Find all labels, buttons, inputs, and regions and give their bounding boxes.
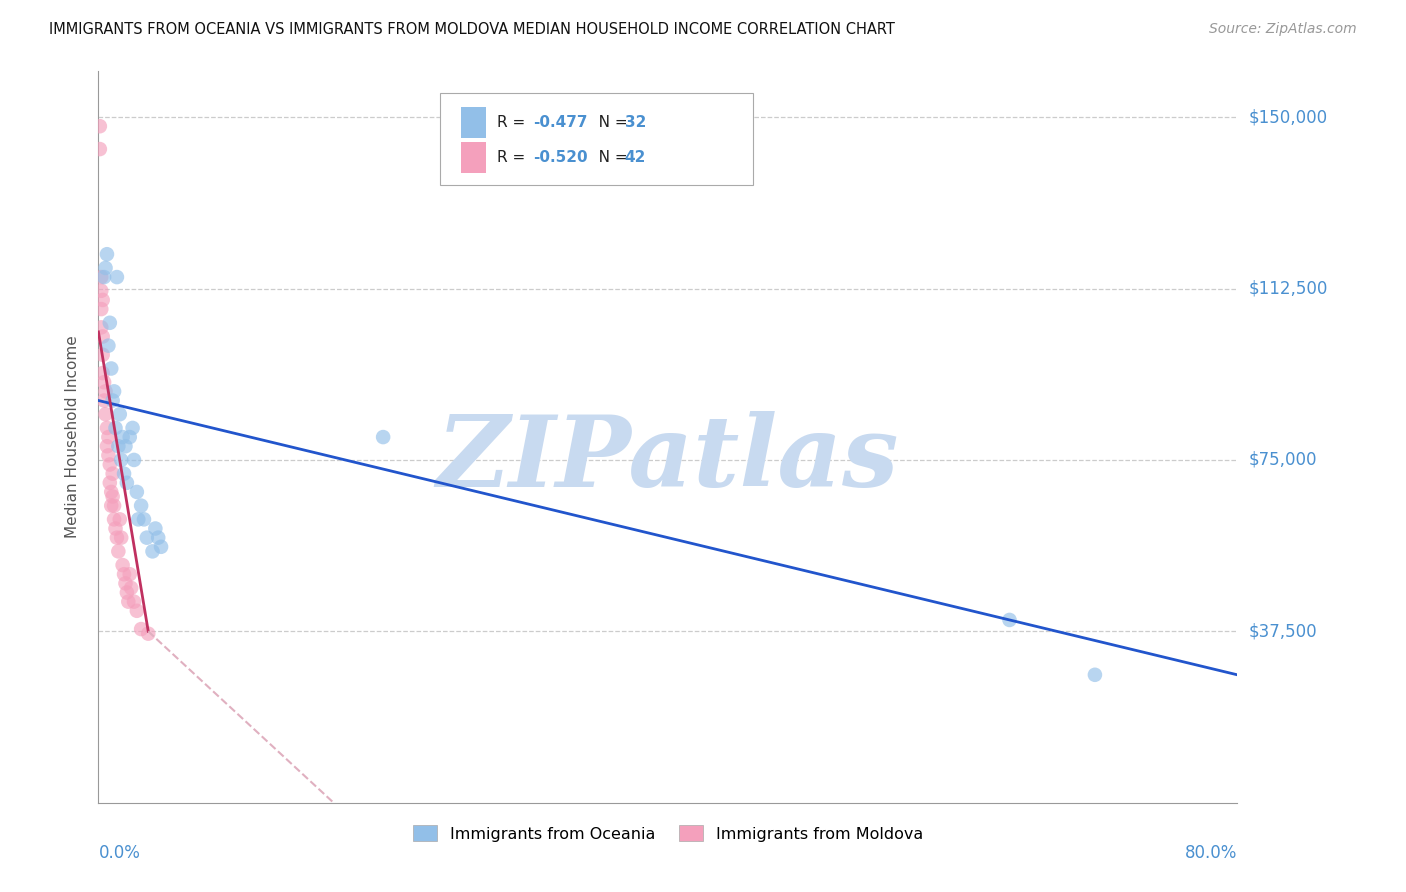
Text: $75,000: $75,000 [1249, 451, 1317, 469]
Point [91, 348, 114, 362]
Point [114, 439, 136, 453]
Point [94, 407, 117, 421]
Point [100, 484, 122, 499]
Point [94, 384, 117, 399]
Point [145, 521, 167, 535]
Text: -0.520: -0.520 [533, 150, 588, 165]
Point [104, 421, 127, 435]
Point [108, 512, 131, 526]
Point [125, 604, 148, 618]
Point [112, 567, 135, 582]
Point [101, 490, 124, 504]
Point [110, 531, 132, 545]
Point [125, 484, 148, 499]
Point [90, 284, 112, 298]
Point [141, 544, 163, 558]
Point [101, 393, 124, 408]
Point [111, 558, 134, 573]
Text: 42: 42 [624, 150, 645, 165]
Point [115, 475, 138, 490]
Point [97, 448, 120, 462]
Point [90, 270, 112, 285]
Point [97, 338, 120, 352]
Point [150, 540, 173, 554]
Point [148, 531, 170, 545]
Point [96, 439, 118, 453]
Point [107, 544, 129, 558]
FancyBboxPatch shape [461, 142, 485, 173]
Point [93, 375, 115, 389]
Point [111, 430, 134, 444]
Point [132, 512, 155, 526]
Point [127, 512, 149, 526]
Text: Source: ZipAtlas.com: Source: ZipAtlas.com [1209, 22, 1357, 37]
Text: $37,500: $37,500 [1249, 623, 1317, 640]
Point [105, 531, 128, 545]
Point [105, 270, 128, 285]
Point [98, 458, 121, 472]
Point [107, 439, 129, 453]
Point [98, 475, 121, 490]
Point [96, 421, 118, 435]
Point [100, 361, 122, 376]
Point [121, 421, 143, 435]
Point [90, 320, 112, 334]
Point [93, 393, 115, 408]
Text: 80.0%: 80.0% [1185, 845, 1237, 863]
Text: 32: 32 [624, 115, 645, 129]
Point [97, 430, 120, 444]
Point [89, 119, 111, 133]
Point [91, 329, 114, 343]
Point [96, 247, 118, 261]
FancyBboxPatch shape [461, 107, 485, 137]
Point [100, 499, 122, 513]
Text: R =: R = [498, 150, 530, 165]
Point [112, 467, 135, 481]
Point [101, 467, 124, 481]
Point [114, 576, 136, 591]
Point [129, 499, 152, 513]
Point [94, 260, 117, 275]
Text: ZIPatlas: ZIPatlas [437, 411, 898, 508]
Point [136, 626, 159, 640]
Point [98, 316, 121, 330]
Point [122, 453, 145, 467]
Text: N =: N = [583, 150, 633, 165]
Text: R =: R = [498, 115, 530, 129]
Point [91, 293, 114, 307]
Y-axis label: Median Household Income: Median Household Income [65, 335, 80, 539]
Point [118, 430, 141, 444]
Point [115, 585, 138, 599]
Point [129, 622, 152, 636]
Text: IMMIGRANTS FROM OCEANIA VS IMMIGRANTS FROM MOLDOVA MEDIAN HOUSEHOLD INCOME CORRE: IMMIGRANTS FROM OCEANIA VS IMMIGRANTS FR… [49, 22, 896, 37]
Point [93, 270, 115, 285]
Point [104, 521, 127, 535]
Text: -0.477: -0.477 [533, 115, 588, 129]
Point [373, 430, 395, 444]
Point [998, 613, 1021, 627]
Point [89, 142, 111, 156]
Point [103, 499, 125, 513]
Point [90, 301, 112, 317]
Point [1084, 667, 1107, 681]
Legend: Immigrants from Oceania, Immigrants from Moldova: Immigrants from Oceania, Immigrants from… [405, 817, 931, 850]
Text: N =: N = [583, 115, 633, 129]
Point [103, 384, 125, 399]
Text: $112,500: $112,500 [1249, 279, 1327, 298]
Point [91, 366, 114, 380]
Point [103, 512, 125, 526]
Point [110, 453, 132, 467]
Point [108, 407, 131, 421]
Point [135, 531, 157, 545]
FancyBboxPatch shape [440, 94, 754, 185]
Point [120, 581, 142, 595]
Text: 0.0%: 0.0% [98, 845, 141, 863]
Point [117, 594, 139, 608]
Point [122, 594, 145, 608]
Text: $150,000: $150,000 [1249, 108, 1327, 126]
Point [118, 567, 141, 582]
